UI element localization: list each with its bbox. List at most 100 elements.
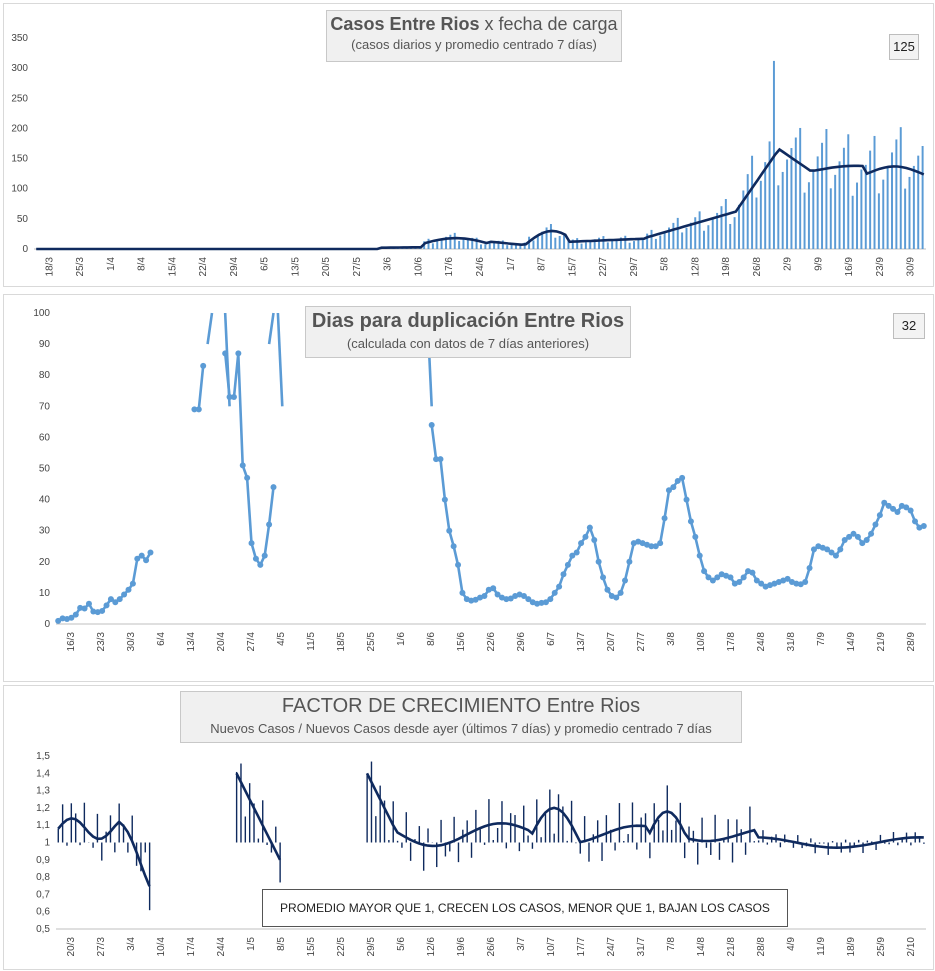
y-tick-label: 1,2: [36, 803, 50, 814]
daily-case-bar: [711, 219, 714, 249]
daily-case-bar: [816, 156, 819, 249]
x-tick-label: 1/5: [246, 937, 257, 951]
doubling-point: [138, 552, 145, 559]
daily-case-bar: [668, 227, 670, 249]
y-tick-label: 50: [17, 214, 29, 225]
daily-case-bar: [659, 235, 662, 249]
daily-case-bar: [829, 188, 832, 249]
doubling-point: [222, 350, 229, 357]
daily-factor-bar: [792, 842, 795, 848]
daily-factor-bar: [383, 800, 386, 843]
doubling-point: [665, 487, 672, 494]
doubling-point: [525, 596, 532, 603]
doubling-point: [868, 530, 875, 537]
daily-case-bar: [471, 237, 474, 249]
daily-factor-bar: [688, 826, 690, 843]
doubling-point: [854, 533, 861, 540]
daily-factor-bar: [553, 833, 555, 843]
x-tick-label: 7/8: [666, 937, 677, 951]
daily-factor-bar: [436, 842, 438, 868]
daily-factor-bar: [144, 842, 146, 853]
daily-case-bar: [917, 155, 920, 249]
off-scale-segment: [276, 312, 284, 407]
doubling-point: [257, 561, 264, 568]
x-tick-label: 3/4: [126, 937, 137, 951]
daily-case-bar: [431, 243, 434, 249]
daily-case-bar: [685, 227, 688, 249]
doubling-point: [200, 362, 207, 369]
y-tick-label: 60: [39, 432, 51, 443]
doubling-point: [613, 594, 620, 601]
x-tick-label: 25/9: [876, 937, 887, 957]
doubling-point: [252, 555, 259, 562]
x-tick-label: 15/6: [456, 632, 467, 652]
doubling-point: [709, 577, 716, 584]
daily-case-bar: [510, 244, 513, 249]
x-tick-label: 1/7: [506, 257, 517, 271]
daily-factor-bar: [675, 820, 677, 843]
off-scale-segment: [267, 312, 275, 345]
x-tick-label: 8/7: [537, 257, 548, 271]
daily-case-bar: [860, 169, 863, 249]
doubling-time-chart: 0 10 20 30 40 50 60 70 80 90 100 16/3 23/3 30/3 6/4 13/…: [3, 294, 934, 682]
daily-factor-bar: [583, 816, 586, 843]
y-tick-label: 70: [39, 401, 51, 412]
x-tick-label: 24/6: [475, 257, 486, 277]
x-tick-label: 28/9: [906, 632, 917, 652]
doubling-point: [705, 574, 712, 581]
doubling-point: [239, 462, 246, 469]
doubling-point: [626, 558, 633, 565]
daily-case-bar: [462, 239, 465, 249]
daily-factor-bar: [427, 828, 429, 843]
doubling-point: [556, 583, 563, 590]
daily-factor-bar: [235, 771, 238, 843]
daily-factor-bar: [797, 835, 799, 843]
doubling-point: [810, 546, 817, 553]
daily-factor-bar: [823, 842, 825, 844]
chart1-subtitle: (casos diarios y promedio centrado 7 día…: [351, 37, 597, 52]
x-tick-label: 20/7: [606, 632, 617, 652]
daily-case-bar: [707, 225, 710, 249]
y-tick-label: 0: [22, 244, 28, 255]
daily-factor-bar: [810, 838, 812, 843]
x-tick-label: 28/8: [756, 937, 767, 957]
daily-factor-bar: [636, 842, 638, 850]
daily-factor-bar: [240, 763, 242, 843]
daily-factor-bar: [114, 842, 116, 853]
y-tick-label: 1,1: [36, 820, 50, 831]
daily-factor-bar: [101, 842, 103, 861]
daily-factor-bar: [96, 813, 99, 843]
daily-factor-bar: [409, 842, 412, 861]
daily-case-bar: [799, 127, 802, 249]
x-tick-label: 30/9: [906, 257, 917, 277]
doubling-point: [828, 549, 835, 556]
daily-case-bar: [882, 179, 885, 249]
daily-case-bar: [724, 199, 727, 249]
daily-factor-bar: [918, 836, 921, 843]
daily-case-bar: [554, 237, 557, 249]
doubling-point: [441, 496, 448, 503]
daily-case-bar: [633, 241, 636, 249]
x-tick-label: 29/4: [229, 257, 240, 277]
daily-case-bar: [453, 232, 456, 249]
y-tick-label: 40: [39, 495, 51, 506]
doubling-time-plot: 0 10 20 30 40 50 60 70 80 90 100 16/3 23/3 30/3 6/4 13/…: [33, 308, 927, 652]
daily-factor-bar: [818, 842, 821, 844]
x-tick-label: 9/9: [813, 257, 824, 271]
doubling-point: [494, 591, 501, 598]
y-tick-label: 0,5: [36, 924, 50, 935]
daily-case-bar: [514, 244, 517, 249]
daily-factor-bar: [670, 829, 673, 843]
daily-case-bar: [615, 239, 618, 249]
x-tick-label: 17/4: [186, 937, 197, 957]
x-tick-label: 17/8: [726, 632, 737, 652]
x-tick-label: 18/3: [44, 257, 55, 277]
daily-case-bar: [720, 206, 723, 249]
doubling-point: [85, 600, 92, 607]
x-tick-label: 3/7: [516, 937, 527, 951]
x-tick-label: 29/5: [366, 937, 377, 957]
daily-case-bar: [580, 243, 583, 249]
doubling-point: [758, 580, 765, 587]
daily-case-bar: [912, 165, 915, 249]
daily-factor-bar: [875, 842, 877, 851]
